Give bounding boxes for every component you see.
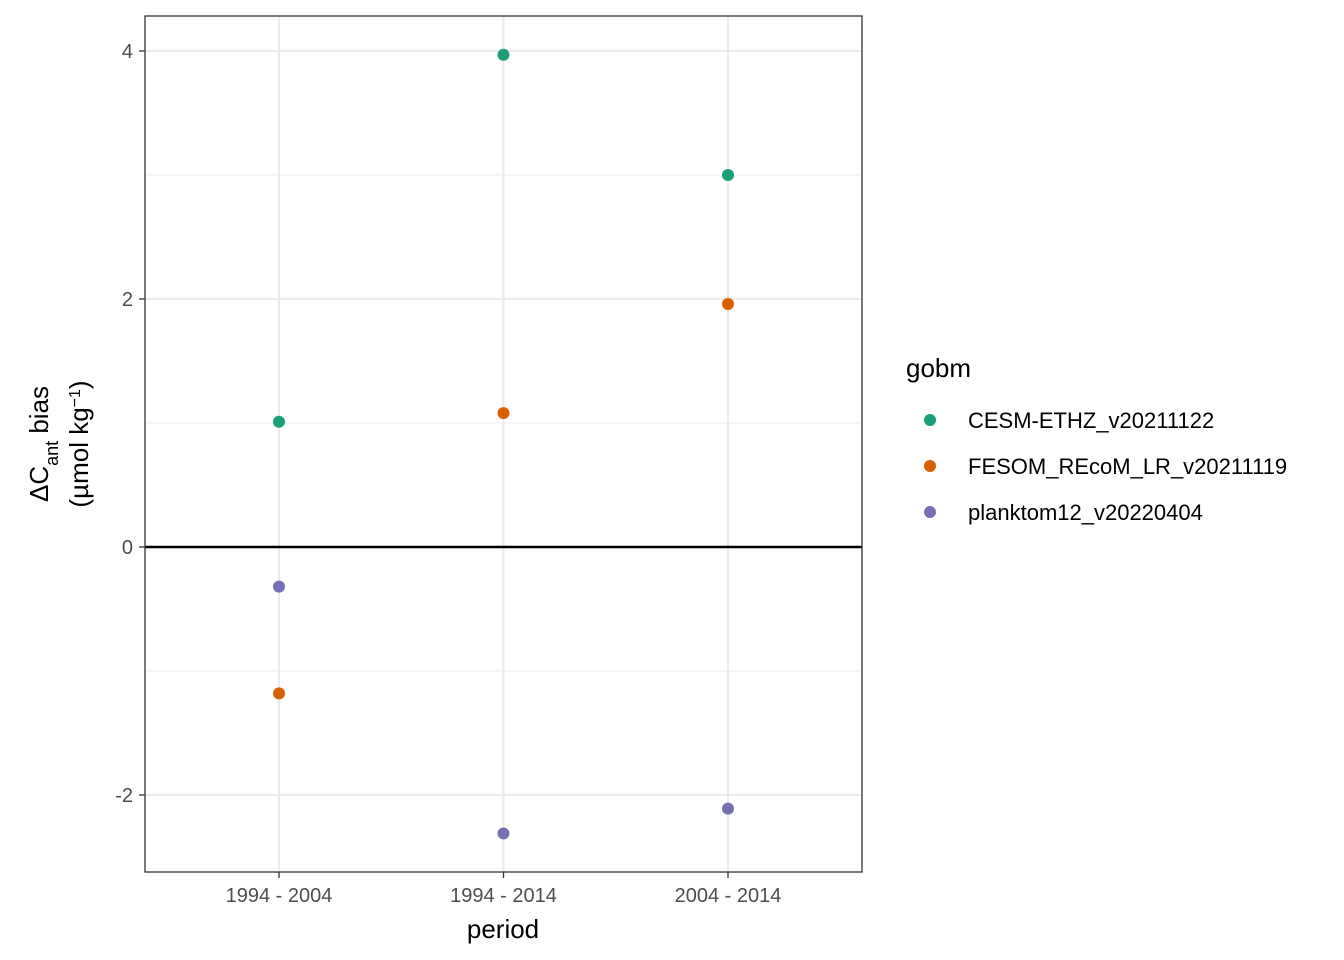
data-point-fesom-recom-lr-v20211119 xyxy=(722,297,734,310)
major-grid xyxy=(145,16,862,872)
y-tick-label: 0 xyxy=(122,537,133,559)
data-points xyxy=(273,48,734,840)
y-axis-title-line2: (µmol kg−1) xyxy=(64,380,94,507)
data-point-cesm-ethz-v20211122 xyxy=(497,48,510,61)
legend-key xyxy=(924,460,936,472)
x-tick-label: 1994 - 2004 xyxy=(226,885,333,907)
data-point-cesm-ethz-v20211122 xyxy=(722,169,734,181)
legend: gobm CESM-ETHZ_v20211122 FESOM_REcoM_LR_v… xyxy=(906,353,1287,525)
x-tick-label: 1994 - 2014 xyxy=(450,885,557,907)
y-tick-label: 2 xyxy=(122,289,133,311)
data-point-fesom-recom-lr-v20211119 xyxy=(273,687,285,700)
data-point-planktom12-v20220404 xyxy=(722,802,734,815)
data-point-planktom12-v20220404 xyxy=(273,580,285,593)
y-tick-label: 4 xyxy=(122,41,133,63)
y-axis-title-line1: ΔCant bias xyxy=(24,386,62,502)
data-point-planktom12-v20220404 xyxy=(497,827,510,840)
x-axis-title: period xyxy=(467,914,539,944)
legend-label: FESOM_REcoM_LR_v20211119 xyxy=(968,454,1287,479)
data-point-cesm-ethz-v20211122 xyxy=(273,415,285,428)
legend-key xyxy=(924,414,936,426)
legend-label: CESM-ETHZ_v20211122 xyxy=(968,408,1214,433)
y-axis-title: ΔCant bias (µmol kg−1) xyxy=(24,380,94,507)
x-tick-label: 2004 - 2014 xyxy=(675,885,782,907)
y-tick-label: -2 xyxy=(115,785,133,807)
legend-key xyxy=(924,506,936,518)
y-axis-ticks: -2 0 2 4 xyxy=(115,41,145,807)
legend-label: planktom12_v20220404 xyxy=(968,500,1203,525)
data-point-fesom-recom-lr-v20211119 xyxy=(497,407,510,420)
x-axis-ticks: 1994 - 2004 1994 - 2014 2004 - 2014 xyxy=(226,872,782,907)
legend-title: gobm xyxy=(906,353,971,383)
